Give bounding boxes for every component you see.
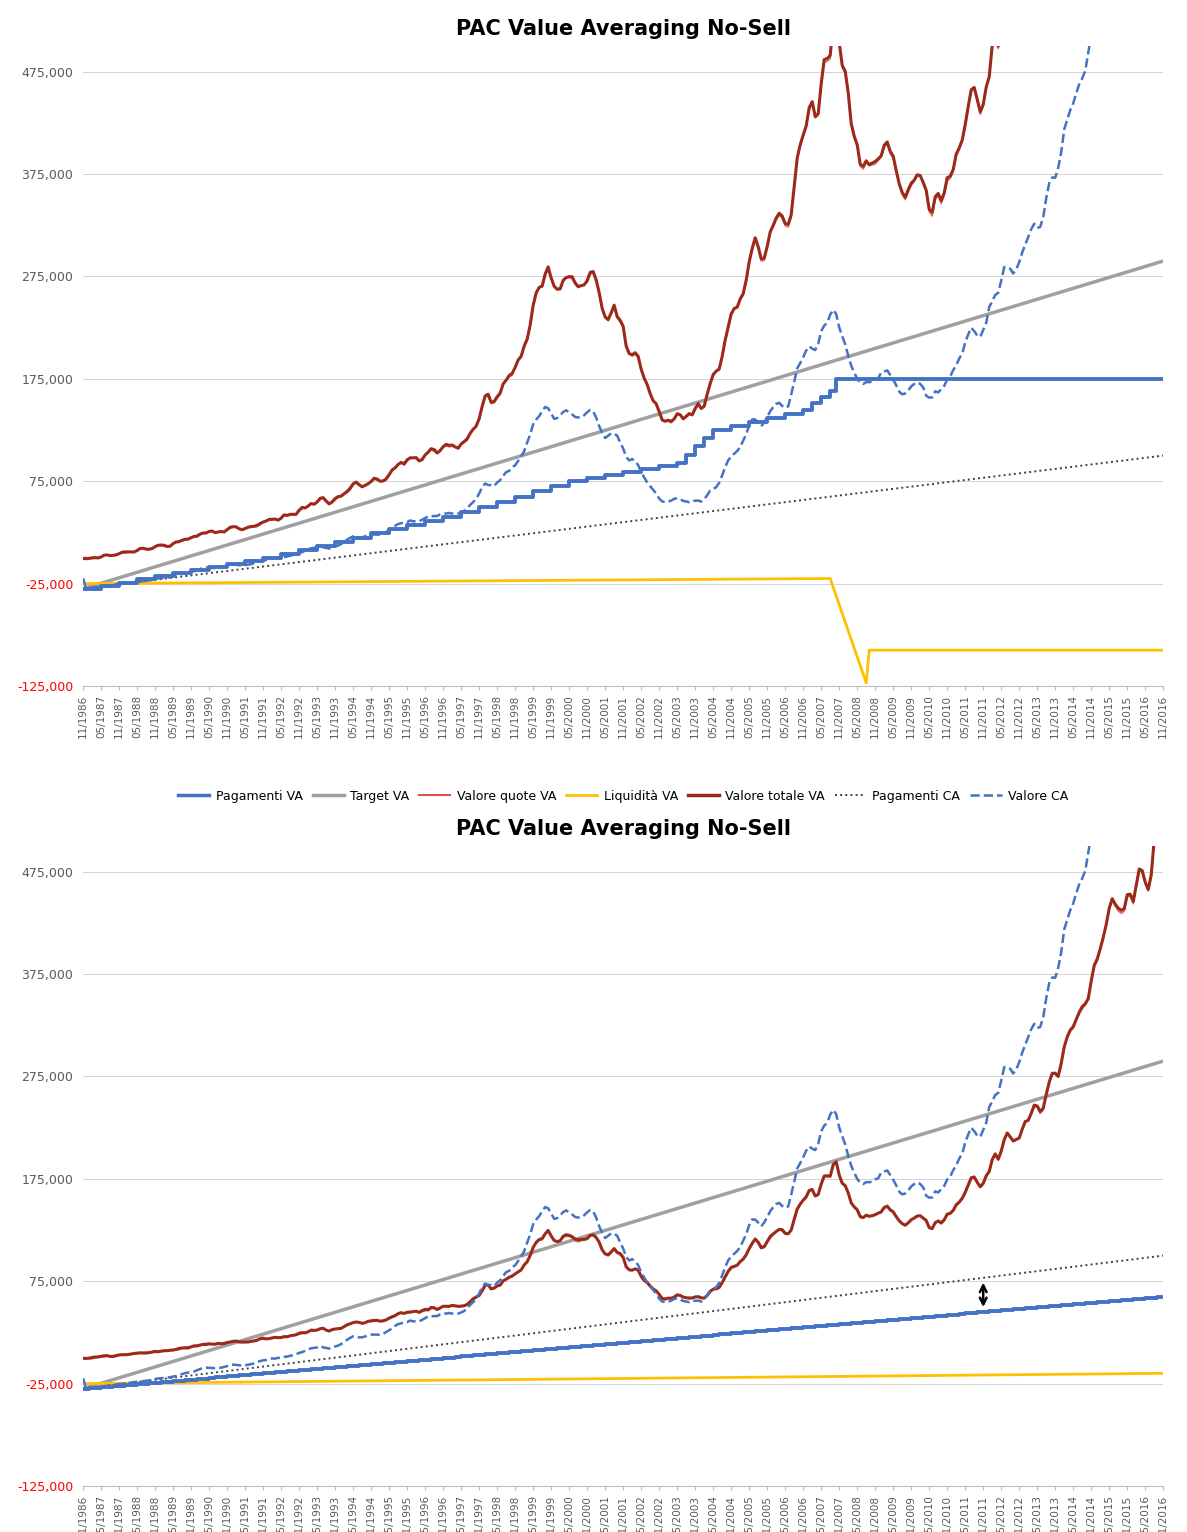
Legend: Pagamenti VA, Target VA, Valore quote VA, Liquidità VA, Valore totale VA, Pagame: Pagamenti VA, Target VA, Valore quote VA…	[173, 784, 1073, 807]
Title: PAC Value Averaging No-Sell: PAC Value Averaging No-Sell	[456, 18, 791, 38]
Title: PAC Value Averaging No-Sell: PAC Value Averaging No-Sell	[456, 820, 791, 840]
